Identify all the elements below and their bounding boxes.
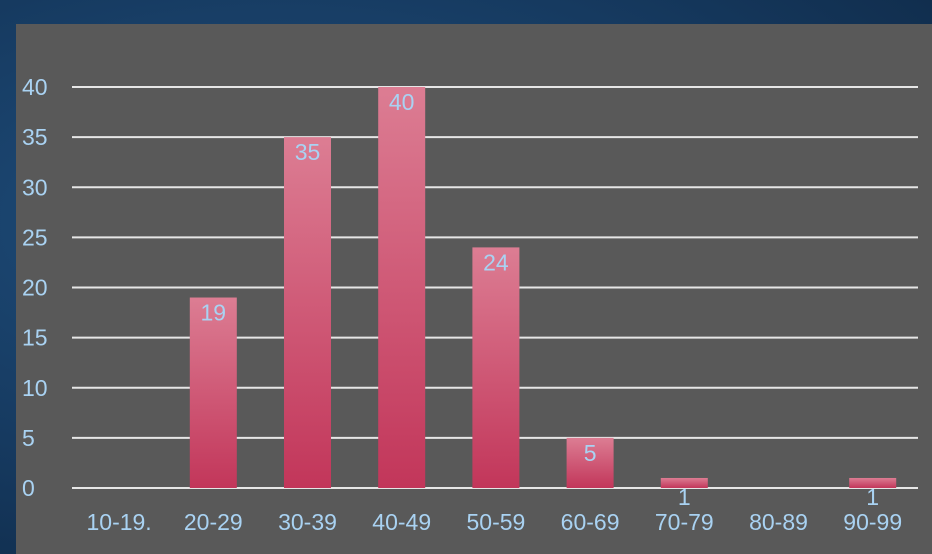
bar-20-29 (189, 297, 237, 488)
data-labels: 19 35 40 24 5 1 1 (201, 89, 880, 510)
x-category-label: 50-59 (466, 509, 525, 535)
x-category-label: 30-39 (278, 509, 337, 535)
x-category-label: 20-29 (184, 509, 243, 535)
x-category-label: 80-89 (749, 509, 808, 535)
y-tick-label: 0 (22, 475, 35, 501)
x-category-label: 10-19. (86, 509, 151, 535)
x-category-label: 40-49 (372, 509, 431, 535)
data-label: 5 (584, 440, 597, 466)
y-tick-label: 40 (22, 74, 48, 100)
data-label: 19 (201, 300, 227, 326)
bar-60-69 (566, 437, 614, 488)
y-tick-label: 5 (22, 425, 35, 451)
x-category-label: 70-79 (655, 509, 714, 535)
x-category-label: 90-99 (843, 509, 902, 535)
y-tick-label: 20 (22, 275, 48, 301)
data-label: 1 (866, 484, 879, 510)
data-label: 24 (483, 249, 509, 275)
y-tick-label: 15 (22, 325, 48, 351)
data-label: 35 (295, 139, 321, 165)
y-tick-label: 10 (22, 375, 48, 401)
x-category-label: 60-69 (561, 509, 620, 535)
data-label: 40 (389, 89, 415, 115)
data-label: 1 (678, 484, 691, 510)
bar-90-99 (849, 477, 897, 488)
bar-30-39 (284, 137, 331, 488)
y-axis-ticks: 0 5 10 15 20 25 30 35 40 (22, 74, 48, 501)
y-tick-label: 35 (22, 124, 48, 150)
x-axis-categories: 10-19. 20-29 30-39 40-49 50-59 60-69 70-79 80-8… (86, 509, 902, 535)
y-tick-label: 25 (22, 224, 48, 250)
bars (189, 87, 897, 488)
bar-70-79 (660, 477, 708, 488)
bar-50-59 (472, 247, 520, 488)
y-tick-label: 30 (22, 174, 48, 200)
bar-40-49 (378, 87, 426, 488)
